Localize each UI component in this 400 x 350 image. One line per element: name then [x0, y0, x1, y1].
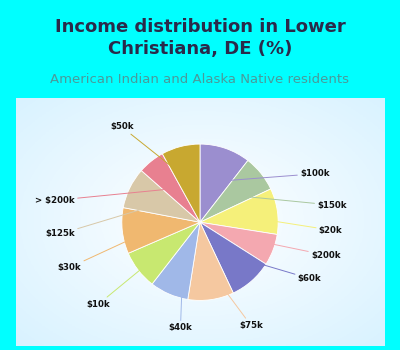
Text: $40k: $40k	[168, 265, 192, 332]
Text: $125k: $125k	[45, 204, 159, 238]
Wedge shape	[200, 161, 271, 222]
Text: $60k: $60k	[231, 255, 322, 283]
Text: ⦿ City-Data.com: ⦿ City-Data.com	[281, 116, 354, 124]
Wedge shape	[200, 144, 248, 222]
Text: $20k: $20k	[245, 217, 342, 235]
Text: $30k: $30k	[58, 228, 155, 272]
Text: $10k: $10k	[86, 250, 164, 309]
Text: $200k: $200k	[243, 238, 341, 260]
Text: > $200k: > $200k	[35, 189, 170, 205]
Wedge shape	[200, 222, 266, 293]
Text: $75k: $75k	[208, 267, 263, 330]
Wedge shape	[128, 222, 200, 284]
Wedge shape	[152, 222, 200, 300]
Wedge shape	[162, 144, 200, 222]
Wedge shape	[188, 222, 233, 300]
Text: $150k: $150k	[236, 196, 347, 210]
Text: American Indian and Alaska Native residents: American Indian and Alaska Native reside…	[50, 73, 350, 86]
Wedge shape	[122, 208, 200, 253]
Wedge shape	[123, 170, 200, 222]
Text: Income distribution in Lower
Christiana, DE (%): Income distribution in Lower Christiana,…	[55, 18, 345, 58]
Text: $100k: $100k	[217, 169, 330, 181]
Wedge shape	[200, 222, 277, 264]
Text: $50k: $50k	[110, 122, 187, 179]
Wedge shape	[200, 189, 278, 234]
Wedge shape	[141, 154, 200, 222]
